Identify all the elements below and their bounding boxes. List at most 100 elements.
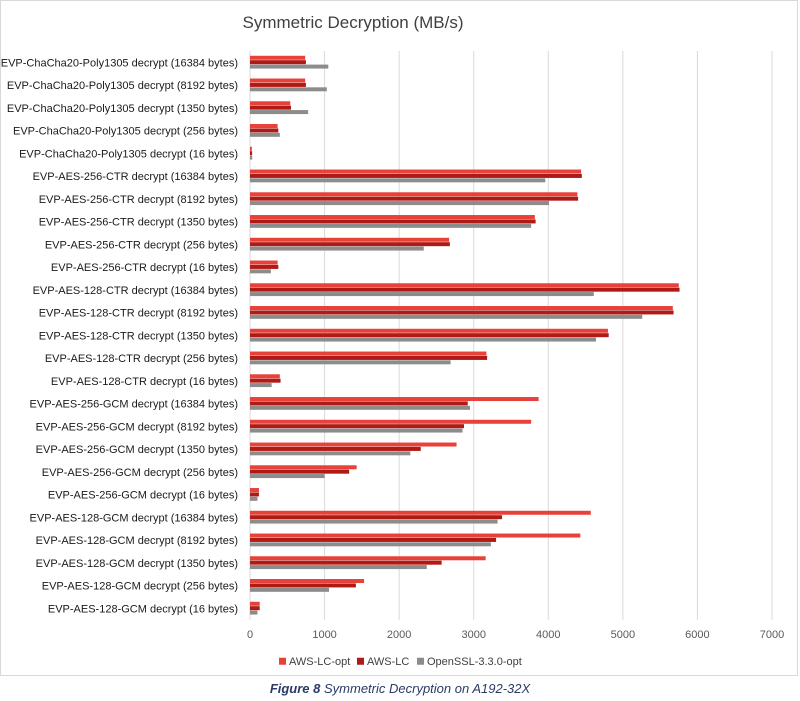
bar-aws-lc <box>250 446 421 451</box>
category-label: EVP-AES-128-GCM decrypt (1350 bytes) <box>36 558 238 570</box>
category-label: EVP-AES-256-CTR decrypt (16 bytes) <box>51 262 238 274</box>
bar-openssl-3-3-0-opt <box>250 292 594 297</box>
bar-openssl-3-3-0-opt <box>250 132 280 137</box>
bar-aws-lc-opt <box>250 579 365 584</box>
category-label: EVP-AES-128-CTR decrypt (1350 bytes) <box>39 330 238 342</box>
category-label: EVP-AES-128-GCM decrypt (256 bytes) <box>42 581 238 593</box>
legend-swatch <box>357 657 364 665</box>
bar-openssl-3-3-0-opt <box>250 565 427 570</box>
bar-openssl-3-3-0-opt <box>250 383 272 388</box>
bar-openssl-3-3-0-opt <box>250 428 463 433</box>
bar-aws-lc <box>250 424 465 429</box>
legend: AWS-LC-opt AWS-LC OpenSSL-3.3.0-opt <box>279 656 522 668</box>
legend-swatch <box>417 657 424 665</box>
bar-aws-lc <box>250 173 582 178</box>
category-label: EVP-AES-128-CTR decrypt (16384 bytes) <box>33 285 238 297</box>
x-tick-label: 1000 <box>312 629 336 641</box>
bar-aws-lc-opt <box>250 78 306 83</box>
legend-swatch <box>279 657 286 665</box>
bar-aws-lc <box>250 401 468 406</box>
bar-aws-lc-opt <box>250 306 673 311</box>
x-tick-label: 5000 <box>611 629 635 641</box>
bar-aws-lc <box>250 287 680 292</box>
category-label: EVP-AES-256-GCM decrypt (1350 bytes) <box>36 444 238 456</box>
chart-title: Symmetric Decryption (MB/s) <box>242 13 463 32</box>
bar-openssl-3-3-0-opt <box>250 64 329 69</box>
bar-openssl-3-3-0-opt <box>250 360 451 365</box>
figure-caption-text: Symmetric Decryption on A192-32X <box>320 681 531 696</box>
bar-aws-lc-opt <box>250 124 278 129</box>
category-labels: EVP-ChaCha20-Poly1305 decrypt (16384 byt… <box>1 57 238 615</box>
bar-openssl-3-3-0-opt <box>250 314 643 319</box>
category-label: EVP-ChaCha20-Poly1305 decrypt (16384 byt… <box>1 57 238 69</box>
bar-aws-lc <box>250 469 350 474</box>
bar-openssl-3-3-0-opt <box>250 269 271 274</box>
legend-label: AWS-LC-opt <box>289 656 350 668</box>
chart-svg: Symmetric Decryption (MB/s) EVP-ChaCha20… <box>1 13 784 668</box>
bar-aws-lc <box>250 219 536 224</box>
category-label: EVP-AES-256-CTR decrypt (8192 bytes) <box>39 194 238 206</box>
x-axis-ticks: 0 1000 2000 3000 4000 5000 6000 7000 <box>247 629 784 641</box>
bar-aws-lc <box>250 242 450 247</box>
category-label: EVP-AES-128-GCM decrypt (8192 bytes) <box>36 535 238 547</box>
bar-aws-lc-opt <box>250 237 450 242</box>
bar-aws-lc-opt <box>250 169 582 174</box>
bar-aws-lc <box>250 60 306 65</box>
category-label: EVP-AES-128-GCM decrypt (16384 bytes) <box>30 512 238 524</box>
bar-aws-lc-opt <box>250 101 291 106</box>
category-label: EVP-AES-128-CTR decrypt (256 bytes) <box>45 353 238 365</box>
bar-aws-lc-opt <box>250 488 259 493</box>
bar-aws-lc-opt <box>250 146 252 151</box>
bar-aws-lc <box>250 105 292 110</box>
category-label: EVP-AES-128-CTR decrypt (8192 bytes) <box>39 308 238 320</box>
category-label: EVP-ChaCha20-Poly1305 decrypt (16 bytes) <box>19 148 238 160</box>
bar-openssl-3-3-0-opt <box>250 201 550 206</box>
bar-openssl-3-3-0-opt <box>250 610 258 615</box>
category-label: EVP-AES-256-CTR decrypt (256 bytes) <box>45 239 238 251</box>
bar-openssl-3-3-0-opt <box>250 474 325 479</box>
bar-aws-lc-opt <box>250 510 591 515</box>
category-label: EVP-AES-128-CTR decrypt (16 bytes) <box>51 376 238 388</box>
bar-openssl-3-3-0-opt <box>250 587 330 592</box>
bar-aws-lc-opt <box>250 465 357 470</box>
bar-openssl-3-3-0-opt <box>250 542 491 547</box>
bar-aws-lc <box>250 151 253 156</box>
category-label: EVP-AES-256-GCM decrypt (256 bytes) <box>42 467 238 479</box>
bar-openssl-3-3-0-opt <box>250 110 309 115</box>
bar-aws-lc-opt <box>250 533 581 538</box>
bar-aws-lc-opt <box>250 215 535 220</box>
bar-layer <box>250 55 680 615</box>
bar-openssl-3-3-0-opt <box>250 337 597 342</box>
figure-caption-label: Figure 8 <box>269 681 321 696</box>
bar-aws-lc-opt <box>250 351 487 356</box>
bar-openssl-3-3-0-opt <box>250 451 411 456</box>
category-label: EVP-ChaCha20-Poly1305 decrypt (256 bytes… <box>13 126 238 138</box>
bar-aws-lc <box>250 310 674 315</box>
category-label: EVP-AES-256-GCM decrypt (16 bytes) <box>48 490 238 502</box>
chart-frame: Symmetric Decryption (MB/s) EVP-ChaCha20… <box>0 0 798 676</box>
legend-label: OpenSSL-3.3.0-opt <box>427 656 522 668</box>
bar-aws-lc <box>250 583 356 588</box>
figure-caption: Figure 8 Symmetric Decryption on A192-32… <box>0 681 800 696</box>
bar-openssl-3-3-0-opt <box>250 496 258 501</box>
bar-openssl-3-3-0-opt <box>250 87 327 92</box>
category-label: EVP-ChaCha20-Poly1305 decrypt (1350 byte… <box>7 103 238 115</box>
bar-aws-lc <box>250 515 503 520</box>
bar-aws-lc <box>250 82 306 87</box>
bar-aws-lc-opt <box>250 601 260 606</box>
bar-aws-lc-opt <box>250 55 306 60</box>
category-label: EVP-AES-256-CTR decrypt (16384 bytes) <box>33 171 238 183</box>
bar-openssl-3-3-0-opt <box>250 405 470 410</box>
bar-aws-lc <box>250 264 279 269</box>
bar-aws-lc <box>250 492 259 497</box>
category-label: EVP-AES-128-GCM decrypt (16 bytes) <box>48 603 238 615</box>
category-label: EVP-AES-256-GCM decrypt (16384 bytes) <box>30 399 238 411</box>
x-tick-label: 0 <box>247 629 253 641</box>
bar-openssl-3-3-0-opt <box>250 519 498 524</box>
x-tick-label: 7000 <box>760 629 784 641</box>
bar-aws-lc-opt <box>250 442 457 447</box>
bar-aws-lc <box>250 355 488 360</box>
category-label: EVP-AES-256-GCM decrypt (8192 bytes) <box>36 421 238 433</box>
bar-openssl-3-3-0-opt <box>250 178 546 183</box>
bar-aws-lc-opt <box>250 419 532 424</box>
